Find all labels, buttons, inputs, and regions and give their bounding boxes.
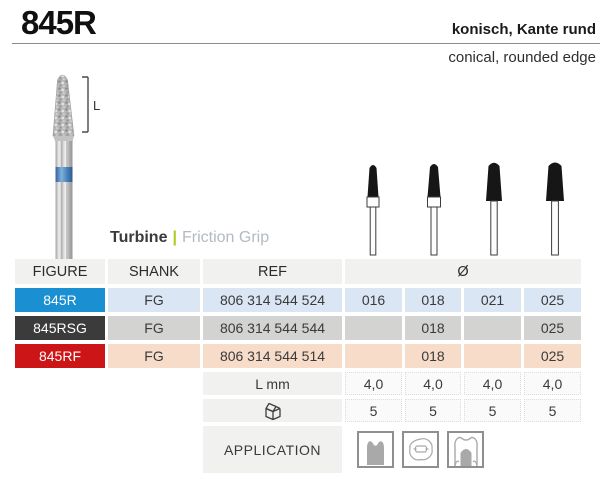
figure-badge: 845RSG	[15, 316, 105, 340]
size-cell	[464, 316, 521, 340]
bur-shaft	[53, 136, 74, 259]
length-bracket	[82, 76, 89, 133]
size-cell: 025	[524, 288, 581, 312]
pack-value: 5	[464, 399, 521, 422]
header-divider	[12, 43, 600, 44]
size-cell: 025	[524, 344, 581, 368]
shank-cell: FG	[108, 288, 200, 312]
pack-value: 5	[524, 399, 581, 422]
grip-secondary-label: Friction Grip	[181, 229, 270, 246]
size-cell	[345, 316, 402, 340]
grip-type-line: Turbine | Friction Grip	[110, 229, 269, 247]
ref-cell: 806 314 544 514	[203, 344, 342, 368]
ref-cell: 806 314 544 524	[203, 288, 342, 312]
application-box	[402, 431, 439, 468]
bur-photo: L	[52, 74, 100, 259]
shank-cell: FG	[108, 316, 200, 340]
application-box	[357, 431, 394, 468]
page-title: 845R	[21, 4, 97, 41]
table-spacer	[15, 372, 200, 395]
size-cell: 018	[405, 288, 461, 312]
bur-silhouette-018	[427, 164, 441, 256]
size-cell: 021	[464, 288, 521, 312]
grip-separator: |	[172, 229, 177, 246]
size-cell: 018	[405, 316, 461, 340]
package-icon	[264, 402, 281, 420]
pack-value: 5	[345, 399, 402, 422]
length-value: 4,0	[524, 372, 581, 395]
col-header-figure: FIGURE	[15, 259, 105, 284]
length-value: 4,0	[345, 372, 402, 395]
spec-table: FIGURE SHANK REF Ø 845R FG 806 314 544 5…	[15, 259, 581, 473]
occlusal-cavity-icon	[408, 438, 433, 461]
bur-silhouette-025	[546, 162, 564, 256]
length-label: L	[93, 98, 100, 113]
color-code-band	[55, 167, 73, 182]
subtitle-german: konisch, Kante rund	[451, 21, 596, 38]
pack-row-label	[203, 399, 342, 422]
ref-cell: 806 314 544 544	[203, 316, 342, 340]
figure-badge: 845RF	[15, 344, 105, 368]
size-cell: 016	[345, 288, 402, 312]
size-cell	[464, 344, 521, 368]
figure-badge: 845R	[15, 288, 105, 312]
size-cell: 025	[524, 316, 581, 340]
crown-icon	[453, 436, 478, 466]
tooth-prep-icon	[367, 441, 384, 465]
bur-silhouette-016	[366, 165, 380, 256]
bur-silhouette-021	[486, 162, 502, 256]
application-row-label: APPLICATION	[203, 426, 342, 473]
col-header-ref: REF	[203, 259, 342, 284]
table-spacer	[15, 399, 200, 422]
application-icons	[345, 426, 581, 473]
col-header-diameter: Ø	[345, 259, 581, 284]
application-box	[447, 431, 484, 468]
subtitle-english: conical, rounded edge	[448, 49, 596, 66]
pack-value: 5	[405, 399, 461, 422]
shank-cell: FG	[108, 344, 200, 368]
size-cell: 018	[405, 344, 461, 368]
diamond-tip	[52, 74, 75, 137]
col-header-shank: SHANK	[108, 259, 200, 284]
size-cell	[345, 344, 402, 368]
length-value: 4,0	[464, 372, 521, 395]
length-row-label: L mm	[203, 372, 342, 395]
length-value: 4,0	[405, 372, 461, 395]
table-spacer	[15, 426, 200, 473]
grip-primary-label: Turbine	[110, 229, 168, 246]
